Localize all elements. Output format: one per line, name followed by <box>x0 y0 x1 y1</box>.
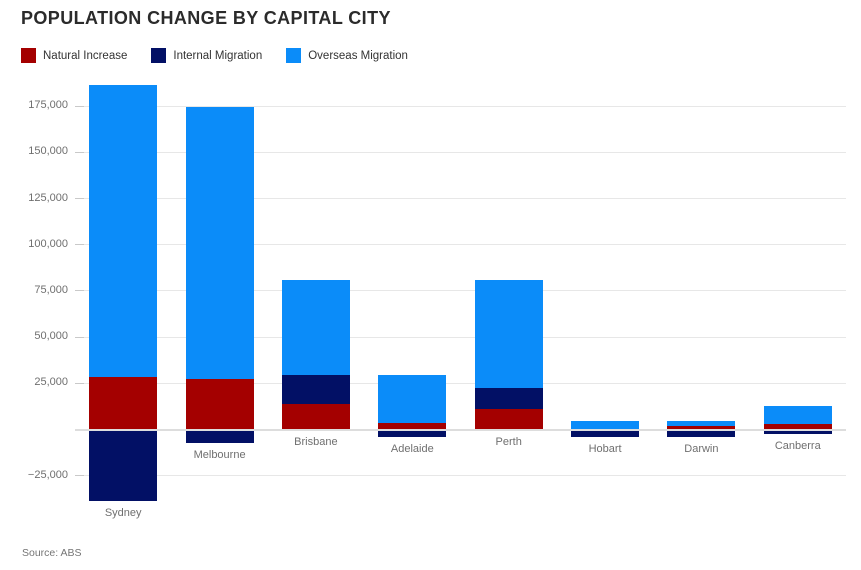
gridline <box>75 290 846 292</box>
bar-segment-natural-increase-darwin[interactable] <box>667 426 736 430</box>
x-axis-label-melbourne: Melbourne <box>193 448 246 461</box>
axis-tick <box>75 336 84 338</box>
y-axis-label: 50,000 <box>34 330 68 343</box>
bar-segment-overseas-migration-perth[interactable] <box>474 280 543 388</box>
x-axis-label-perth: Perth <box>495 435 522 448</box>
gridline <box>75 151 846 153</box>
legend-swatch-natural-increase-icon <box>21 48 36 63</box>
legend-item-overseas-migration: Overseas Migration <box>286 48 408 63</box>
y-axis-label: 175,000 <box>28 99 68 112</box>
x-axis-label-sydney: Sydney <box>104 507 142 519</box>
bar-segment-overseas-migration-darwin[interactable] <box>667 421 736 426</box>
bar-segment-internal-migration-adelaide[interactable] <box>378 429 447 437</box>
legend-swatch-overseas-migration-icon <box>286 48 302 63</box>
legend-label-overseas-migration: Overseas Migration <box>308 49 408 62</box>
y-axis-label: 150,000 <box>28 145 68 158</box>
axis-tick <box>75 290 84 292</box>
y-axis-label: 125,000 <box>28 191 68 204</box>
axis-tick <box>75 475 84 477</box>
axis-tick <box>75 105 84 107</box>
bar-segment-overseas-migration-brisbane[interactable] <box>281 280 350 375</box>
zero-baseline <box>75 428 846 431</box>
bar-segment-internal-migration-perth[interactable] <box>474 387 543 409</box>
gridline <box>75 475 846 477</box>
bar-segment-overseas-migration-hobart[interactable] <box>571 421 640 429</box>
bar-segment-natural-increase-perth[interactable] <box>474 409 543 430</box>
gridline <box>75 244 846 246</box>
bar-segment-internal-migration-melbourne[interactable] <box>185 429 254 443</box>
legend-label-natural-increase: Natural Increase <box>43 49 128 62</box>
bar-segment-natural-increase-brisbane[interactable] <box>281 404 350 430</box>
x-axis-label-hobart: Hobart <box>588 443 622 456</box>
bar-segment-internal-migration-hobart[interactable] <box>571 429 640 438</box>
y-axis-label: 100,000 <box>28 237 68 250</box>
bar-segment-natural-increase-adelaide[interactable] <box>378 423 447 430</box>
bar-segment-internal-migration-sydney[interactable] <box>89 429 158 501</box>
legend-item-internal-migration: Internal Migration <box>151 48 262 63</box>
x-axis-label-darwin: Darwin <box>684 443 719 456</box>
y-axis-label: −25,000 <box>27 468 68 481</box>
chart-title: POPULATION CHANGE BY CAPITAL CITY <box>21 8 391 28</box>
axis-tick <box>75 151 84 153</box>
axis-tick <box>75 382 84 384</box>
x-axis-label-adelaide: Adelaide <box>390 442 434 455</box>
source-attribution: Source: ABS <box>22 547 82 559</box>
bar-segment-overseas-migration-adelaide[interactable] <box>378 375 447 423</box>
bar-segment-natural-increase-sydney[interactable] <box>89 377 158 430</box>
legend-label-internal-migration: Internal Migration <box>173 49 263 62</box>
bar-segment-overseas-migration-canberra[interactable] <box>763 406 832 424</box>
x-axis-label-brisbane: Brisbane <box>294 435 338 448</box>
y-axis-label: 75,000 <box>34 283 68 296</box>
bar-segment-internal-migration-canberra[interactable] <box>763 429 832 435</box>
legend-item-natural-increase: Natural Increase <box>21 48 127 63</box>
bar-segment-natural-increase-canberra[interactable] <box>763 424 832 430</box>
axis-tick <box>75 198 84 199</box>
x-axis-label-canberra: Canberra <box>774 440 821 453</box>
y-axis-label: 25,000 <box>34 376 68 389</box>
gridline <box>75 336 846 338</box>
axis-tick <box>75 244 84 246</box>
bar-segment-internal-migration-brisbane[interactable] <box>281 375 350 404</box>
bar-segment-overseas-migration-sydney[interactable] <box>89 85 158 378</box>
legend: Natural Increase Internal Migration Over… <box>21 48 408 63</box>
legend-swatch-internal-migration-icon <box>151 48 167 63</box>
bar-segment-natural-increase-melbourne[interactable] <box>185 379 254 430</box>
bar-segment-overseas-migration-melbourne[interactable] <box>185 106 254 380</box>
gridline <box>75 382 846 384</box>
gridline <box>75 198 846 199</box>
bar-segment-internal-migration-darwin[interactable] <box>667 429 736 438</box>
gridline <box>75 105 846 107</box>
